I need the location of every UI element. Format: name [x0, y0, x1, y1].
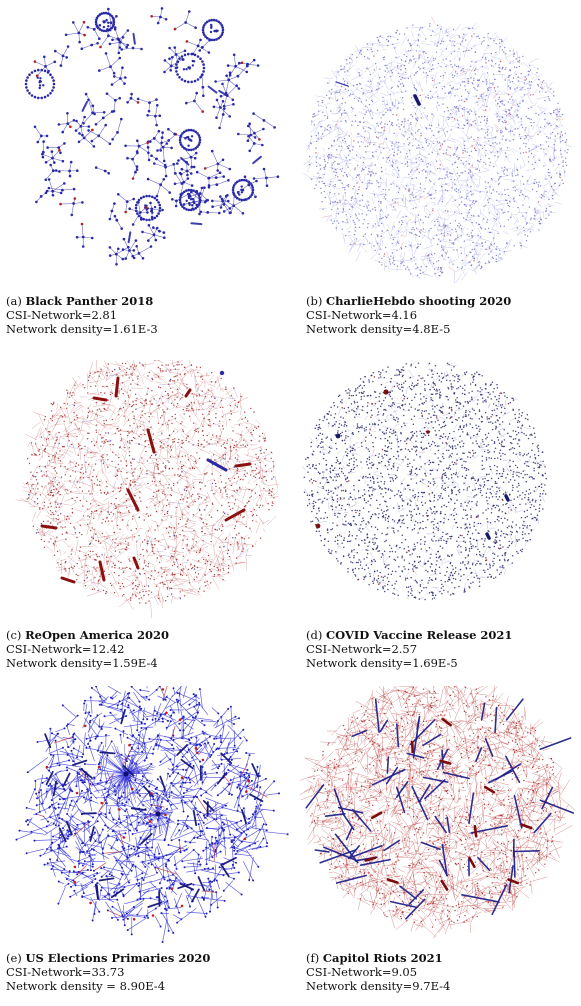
network-graph-marks [303, 16, 572, 284]
caption-d: (d) COVID Vaccine Release 2021 CSI-Netwo… [306, 628, 512, 671]
panel-title: COVID Vaccine Release 2021 [326, 628, 513, 642]
csi-network-value: CSI-Network=12.42 [6, 642, 125, 657]
network-graph-marks [301, 360, 547, 601]
caption-title-line: (f) Capitol Riots 2021 [306, 951, 450, 965]
panel-title: CharlieHebdo shooting 2020 [326, 294, 512, 308]
network-plot-b [303, 16, 572, 284]
panel-letter: (a) [6, 294, 22, 308]
caption-c: (c) ReOpen America 2020 CSI-Network=12.4… [6, 628, 169, 671]
panel-d: (d) COVID Vaccine Release 2021 CSI-Netwo… [300, 360, 581, 680]
panel-letter: (c) [6, 628, 22, 642]
csi-network-value: CSI-Network=4.16 [306, 308, 418, 323]
network-density-value: Network density=1.59E-4 [6, 656, 158, 671]
caption-title-line: (e) US Elections Primaries 2020 [6, 951, 210, 965]
panel-e: (e) US Elections Primaries 2020 CSI-Netw… [0, 686, 290, 1006]
network-density-value: Network density = 8.90E-4 [6, 979, 166, 994]
network-density-value: Network density=1.61E-3 [6, 322, 158, 337]
panel-c: (c) ReOpen America 2020 CSI-Network=12.4… [0, 360, 290, 680]
panel-title: ReOpen America 2020 [25, 628, 169, 642]
panel-title: Black Panther 2018 [25, 294, 154, 308]
csi-network-value: CSI-Network=2.57 [306, 642, 418, 657]
panel-a: (a) Black Panther 2018 CSI-Network=2.81 … [0, 0, 290, 340]
network-density-value: Network density=1.69E-5 [306, 656, 458, 671]
caption-title-line: (a) Black Panther 2018 [6, 294, 158, 308]
csi-network-value: CSI-Network=2.81 [6, 308, 118, 323]
panel-letter: (d) [306, 628, 323, 642]
caption-title-line: (c) ReOpen America 2020 [6, 628, 169, 642]
network-graph-marks [15, 360, 279, 619]
network-plot-e [15, 686, 289, 943]
panel-letter: (f) [306, 951, 320, 965]
network-graph-marks [24, 7, 280, 266]
caption-e: (e) US Elections Primaries 2020 CSI-Netw… [6, 951, 210, 994]
network-density-value: Network density=4.8E-5 [306, 322, 451, 337]
network-plot-a [24, 7, 280, 266]
panel-b: (b) CharlieHebdo shooting 2020 CSI-Netwo… [300, 0, 581, 340]
caption-title-line: (b) CharlieHebdo shooting 2020 [306, 294, 511, 308]
caption-a: (a) Black Panther 2018 CSI-Network=2.81 … [6, 294, 158, 337]
panel-f: (f) Capitol Riots 2021 CSI-Network=9.05 … [300, 686, 581, 1006]
panel-letter: (b) [306, 294, 323, 308]
caption-b: (b) CharlieHebdo shooting 2020 CSI-Netwo… [306, 294, 511, 337]
network-density-value: Network density=9.7E-4 [306, 979, 451, 994]
network-plot-c [15, 360, 279, 619]
panel-title: US Elections Primaries 2020 [25, 951, 211, 965]
network-plot-d [301, 360, 547, 601]
network-graph-marks [300, 686, 576, 939]
caption-title-line: (d) COVID Vaccine Release 2021 [306, 628, 512, 642]
network-plot-f [300, 686, 576, 939]
csi-network-value: CSI-Network=33.73 [6, 965, 125, 980]
network-graph-marks [15, 686, 289, 943]
csi-network-value: CSI-Network=9.05 [306, 965, 418, 980]
panel-title: Capitol Riots 2021 [322, 951, 443, 965]
panel-letter: (e) [6, 951, 22, 965]
caption-f: (f) Capitol Riots 2021 CSI-Network=9.05 … [306, 951, 450, 994]
